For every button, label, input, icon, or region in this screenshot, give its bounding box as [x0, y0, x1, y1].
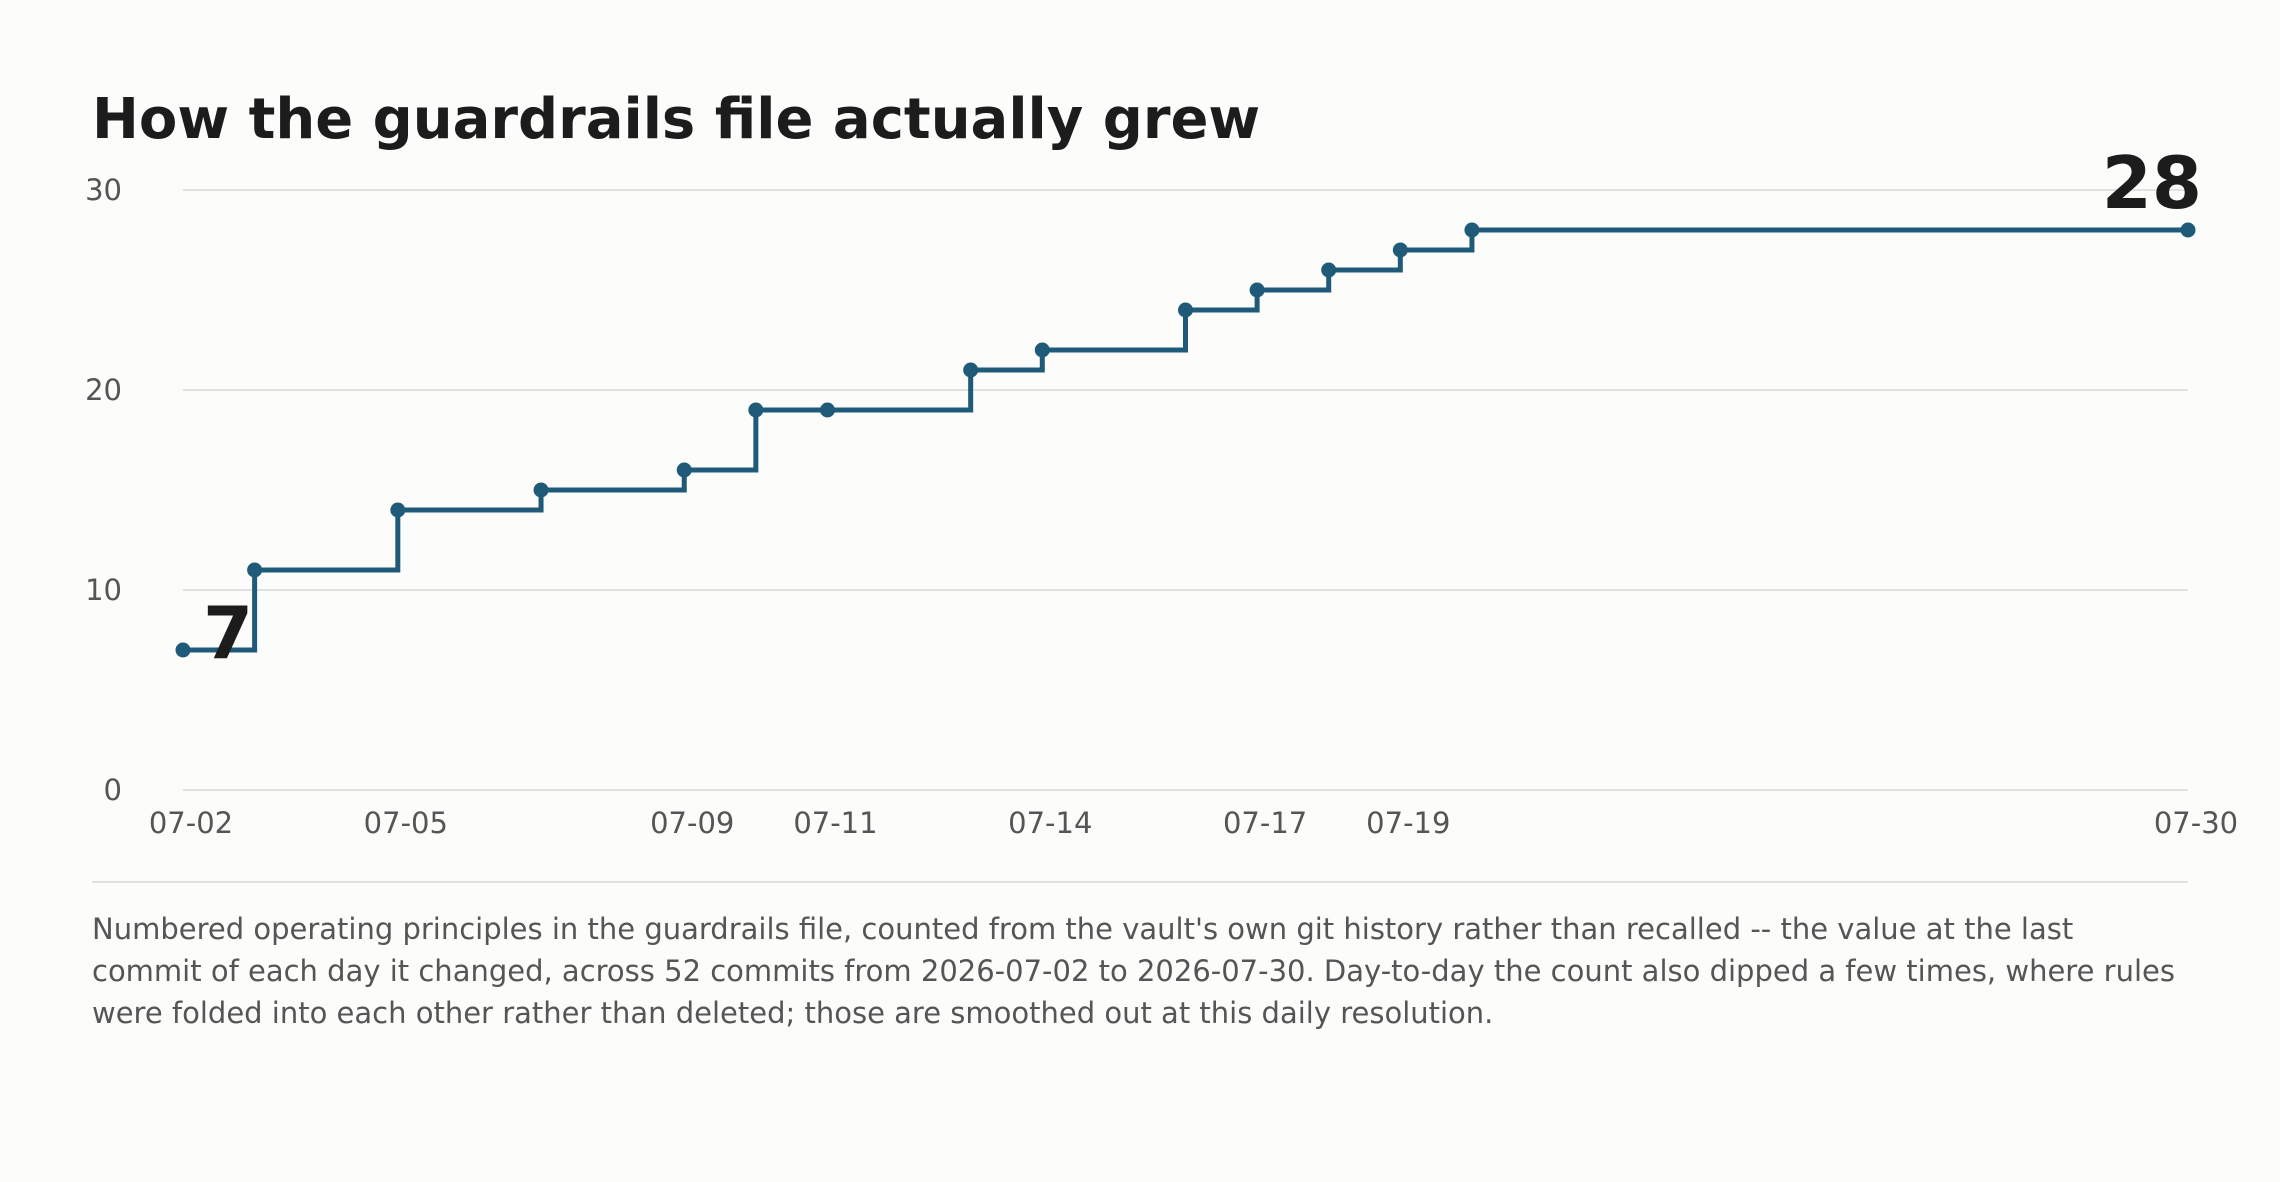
chart-title: How the guardrails file actually grew [92, 87, 1261, 152]
data-point [175, 642, 191, 658]
y-tick-label: 0 [104, 773, 122, 807]
x-tick-label: 07-05 [364, 806, 448, 840]
data-point [1321, 262, 1337, 278]
x-tick-label: 07-11 [793, 806, 877, 840]
data-point [390, 502, 406, 518]
start-value-callout: 7 [203, 591, 253, 675]
y-axis-tick-labels: 0 10 20 30 [85, 173, 122, 807]
data-point [1178, 302, 1193, 318]
y-tick-label: 10 [85, 573, 122, 607]
data-point [963, 362, 979, 378]
data-point [1249, 282, 1265, 298]
x-axis-tick-labels: 07-02 07-05 07-09 07-11 07-14 07-17 07-19 07-30 [149, 806, 2238, 840]
x-tick-label: 07-14 [1008, 806, 1092, 840]
y-tick-label: 20 [85, 373, 122, 407]
data-point [748, 402, 764, 418]
data-point [1464, 222, 1480, 238]
data-point [819, 402, 835, 418]
series-step-line [183, 227, 2188, 653]
data-point [1034, 342, 1050, 358]
gridlines [183, 189, 2188, 791]
data-point [676, 462, 692, 478]
data-points [175, 222, 2196, 658]
data-point [247, 562, 263, 578]
x-tick-label: 07-17 [1223, 806, 1307, 840]
x-tick-label: 07-02 [149, 806, 233, 840]
y-tick-label: 30 [85, 173, 122, 207]
data-point [1392, 242, 1408, 258]
data-point [533, 482, 549, 498]
chart-caption: Numbered operating principles in the gua… [92, 912, 2175, 1030]
end-value-callout: 28 [2102, 141, 2202, 225]
x-tick-label: 07-19 [1366, 806, 1450, 840]
data-point [2180, 222, 2196, 238]
x-tick-label: 07-30 [2154, 806, 2238, 840]
x-tick-label: 07-09 [650, 806, 734, 840]
